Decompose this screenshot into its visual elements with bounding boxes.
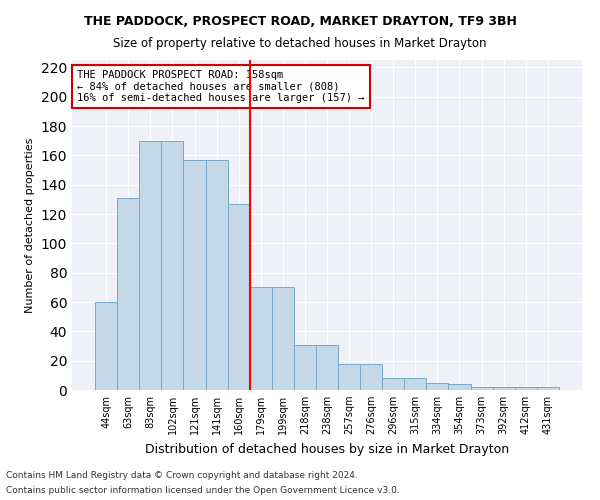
Bar	[272, 288, 294, 390]
Bar	[227, 204, 250, 390]
Bar	[448, 384, 470, 390]
Bar	[117, 198, 139, 390]
Bar	[250, 288, 272, 390]
Bar	[470, 387, 493, 390]
Bar	[537, 387, 559, 390]
Text: THE PADDOCK PROSPECT ROAD: 158sqm
← 84% of detached houses are smaller (808)
16%: THE PADDOCK PROSPECT ROAD: 158sqm ← 84% …	[77, 70, 365, 103]
Bar	[515, 387, 537, 390]
Text: THE PADDOCK, PROSPECT ROAD, MARKET DRAYTON, TF9 3BH: THE PADDOCK, PROSPECT ROAD, MARKET DRAYT…	[83, 15, 517, 28]
Bar	[338, 364, 360, 390]
Bar	[184, 160, 206, 390]
Bar	[139, 140, 161, 390]
Bar	[360, 364, 382, 390]
Bar	[206, 160, 227, 390]
Text: Contains public sector information licensed under the Open Government Licence v3: Contains public sector information licen…	[6, 486, 400, 495]
Bar	[95, 302, 117, 390]
Text: Size of property relative to detached houses in Market Drayton: Size of property relative to detached ho…	[113, 38, 487, 51]
Bar	[316, 344, 338, 390]
Y-axis label: Number of detached properties: Number of detached properties	[25, 138, 35, 312]
Bar	[294, 344, 316, 390]
Bar	[404, 378, 427, 390]
Bar	[493, 387, 515, 390]
Bar	[427, 382, 448, 390]
X-axis label: Distribution of detached houses by size in Market Drayton: Distribution of detached houses by size …	[145, 442, 509, 456]
Bar	[161, 140, 184, 390]
Text: Contains HM Land Registry data © Crown copyright and database right 2024.: Contains HM Land Registry data © Crown c…	[6, 471, 358, 480]
Bar	[382, 378, 404, 390]
